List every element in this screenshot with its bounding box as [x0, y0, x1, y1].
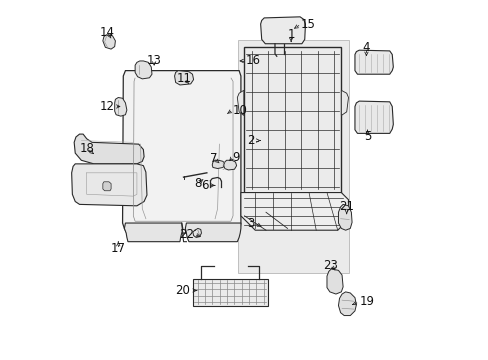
Text: 19: 19	[359, 296, 373, 309]
Polygon shape	[74, 134, 144, 164]
Text: 10: 10	[232, 104, 247, 117]
Polygon shape	[326, 269, 343, 294]
Text: 7: 7	[210, 152, 217, 165]
Text: 5: 5	[363, 130, 370, 144]
Text: 21: 21	[339, 201, 353, 213]
Polygon shape	[174, 71, 193, 85]
Polygon shape	[341, 90, 348, 116]
Text: 2: 2	[246, 134, 254, 147]
Polygon shape	[102, 182, 111, 191]
Polygon shape	[212, 160, 224, 168]
Bar	[238, 40, 348, 273]
Text: 22: 22	[179, 228, 194, 241]
Text: 3: 3	[246, 216, 254, 230]
Polygon shape	[72, 164, 147, 206]
Text: 15: 15	[301, 18, 315, 31]
Text: 8: 8	[194, 177, 201, 190]
Text: 9: 9	[232, 151, 240, 164]
Polygon shape	[185, 223, 241, 242]
Polygon shape	[354, 101, 392, 134]
Text: 12: 12	[100, 100, 115, 113]
Polygon shape	[102, 35, 115, 49]
Text: 11: 11	[177, 72, 192, 85]
Polygon shape	[135, 61, 152, 79]
Text: 1: 1	[287, 28, 294, 41]
Polygon shape	[260, 17, 305, 44]
Polygon shape	[122, 71, 241, 233]
Text: 20: 20	[175, 284, 190, 297]
Text: 6: 6	[201, 179, 208, 192]
Text: 14: 14	[100, 26, 115, 39]
Text: 4: 4	[362, 41, 369, 54]
Polygon shape	[338, 204, 351, 230]
Polygon shape	[354, 50, 392, 74]
Text: 17: 17	[111, 242, 125, 255]
Polygon shape	[338, 292, 356, 316]
Polygon shape	[241, 193, 348, 230]
Polygon shape	[115, 98, 126, 116]
Polygon shape	[223, 160, 236, 170]
Text: 18: 18	[80, 142, 95, 155]
Text: 23: 23	[323, 259, 337, 272]
Polygon shape	[192, 279, 267, 306]
Polygon shape	[124, 223, 183, 242]
Text: 16: 16	[244, 54, 260, 67]
Text: 13: 13	[146, 54, 161, 67]
Polygon shape	[237, 90, 244, 116]
